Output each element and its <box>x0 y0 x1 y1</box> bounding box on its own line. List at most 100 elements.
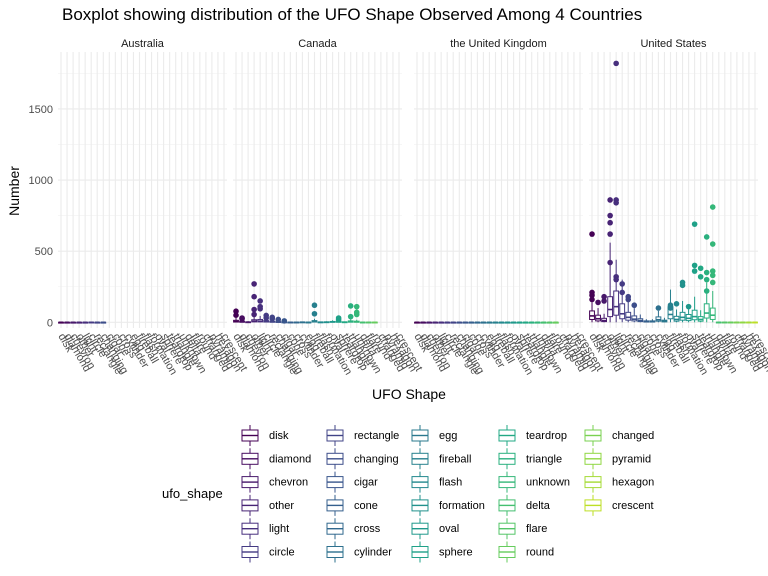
outlier-point <box>589 231 595 237</box>
box-fireball <box>311 302 318 323</box>
box-cylinder <box>480 321 487 324</box>
legend-label: round <box>526 547 554 559</box>
legend-label: circle <box>269 547 295 559</box>
outlier-point <box>595 299 601 306</box>
legend-label: diamond <box>269 453 311 465</box>
legend-item-oval: oval <box>411 518 459 540</box>
legend-item-rectangle: rectangle <box>326 425 399 446</box>
legend-label: light <box>269 523 289 535</box>
legend-item-crescent: crescent <box>584 494 654 516</box>
outlier-point <box>607 197 613 203</box>
outlier-point <box>697 273 704 280</box>
legend-label: pyramid <box>612 453 651 465</box>
box-cross <box>649 319 656 323</box>
box-sphere <box>516 321 523 324</box>
box-rectangle <box>625 293 632 323</box>
y-tick-label: 500 <box>35 246 53 258</box>
legend-item-sphere: sphere <box>411 541 473 563</box>
box-diamond <box>64 321 70 324</box>
legend-label: changing <box>354 453 399 465</box>
box-light <box>438 321 445 324</box>
outlier-point <box>655 305 662 311</box>
outlier-point <box>685 303 692 310</box>
legend-item-flash: flash <box>411 471 462 493</box>
box-unknown <box>353 303 360 323</box>
outlier-point <box>353 303 360 310</box>
legend-label: triangle <box>526 453 562 465</box>
outlier-point <box>275 316 282 323</box>
legend-label: fireball <box>439 453 471 465</box>
box-hexagon <box>746 321 752 324</box>
legend-item-changing: changing <box>326 448 399 470</box>
box-light <box>257 298 264 323</box>
box-fireball <box>667 289 674 323</box>
legend-keys: disk diamond chevron other light circle rectan… <box>241 425 654 563</box>
outlier-point <box>607 259 613 266</box>
outlier-point <box>607 212 613 219</box>
box-oval <box>685 303 692 323</box>
outlier-point <box>347 313 354 320</box>
legend-item-cigar: cigar <box>326 471 378 493</box>
legend: ufo_shape disk diamond chevron other light ci… <box>162 425 654 563</box>
box-round <box>371 321 378 324</box>
box-cigar <box>462 321 469 324</box>
legend-item-round: round <box>498 541 554 563</box>
box-diamond <box>420 321 426 324</box>
facet-panels: Australiadiskdiamondchevronotherlightcir… <box>29 38 768 377</box>
box-round <box>552 321 559 324</box>
outlier-point <box>607 219 613 226</box>
legend-label: formation <box>439 500 485 512</box>
box-chevron <box>245 321 252 324</box>
legend-label: teardrop <box>526 430 567 442</box>
outlier-point <box>631 302 638 309</box>
legend-item-fireball: fireball <box>411 448 471 470</box>
box-teardrop <box>697 265 704 323</box>
legend-label: chevron <box>269 477 308 489</box>
box-changing <box>456 321 463 324</box>
outlier-point <box>251 293 257 300</box>
outlier-point <box>709 279 716 286</box>
box-rectangle <box>94 321 101 324</box>
outlier-point <box>709 272 716 279</box>
outlier-point <box>691 268 698 274</box>
legend-label: hexagon <box>612 477 654 489</box>
box-other <box>607 197 614 323</box>
box-circle <box>88 321 95 324</box>
box-chevron <box>601 293 608 323</box>
outlier-point <box>679 282 686 289</box>
box-cylinder <box>299 321 306 324</box>
outlier-point <box>233 312 239 318</box>
legend-item-delta: delta <box>498 494 551 516</box>
box-iqr <box>619 303 626 320</box>
box-rectangle <box>450 321 457 324</box>
legend-item-pyramid: pyramid <box>584 448 651 470</box>
outlier-point <box>601 293 607 300</box>
outlier-point <box>619 289 625 296</box>
legend-item-changed: changed <box>584 425 654 446</box>
box-changing <box>275 316 282 323</box>
box-light <box>82 321 89 324</box>
box-sphere <box>335 315 342 323</box>
box-disk <box>58 321 64 324</box>
y-axis-label: Number <box>6 166 22 216</box>
outlier-point <box>709 241 716 247</box>
legend-label: egg <box>439 430 457 442</box>
box-flare <box>365 321 372 324</box>
box-changed <box>733 321 740 324</box>
box-disk <box>233 308 239 323</box>
box-cone <box>643 319 650 323</box>
outlier-point <box>607 231 613 237</box>
box-disk <box>589 231 595 323</box>
box-formation <box>323 321 330 324</box>
legend-title: ufo_shape <box>162 486 223 501</box>
outlier-point <box>233 308 239 315</box>
x-axis-label: UFO Shape <box>372 386 446 402</box>
legend-item-diamond: diamond <box>241 448 311 470</box>
outlier-point <box>281 318 288 324</box>
facet-panel: Canadadiskdiamondchevronotherlightcircle… <box>230 38 424 377</box>
outlier-point <box>709 268 716 274</box>
outlier-point <box>703 276 710 283</box>
outlier-point <box>353 311 360 318</box>
outlier-point <box>613 200 619 206</box>
box-oval <box>329 320 336 323</box>
